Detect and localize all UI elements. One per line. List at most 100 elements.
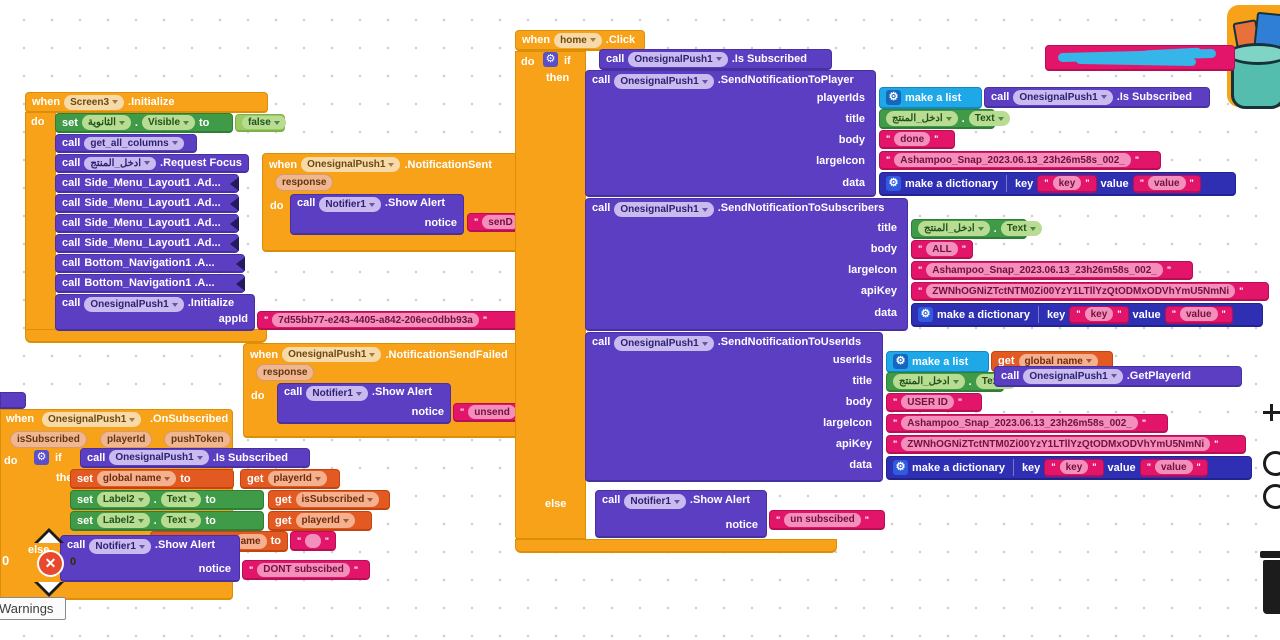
error-icon[interactable]: ✕	[37, 550, 64, 577]
variable-dropdown[interactable]: playerId	[267, 471, 327, 486]
text-value[interactable]: key	[1059, 460, 1089, 474]
text-block-key[interactable]: " key "	[1044, 458, 1104, 477]
getter-title-text-block[interactable]: ادخل_المنتج . Text	[911, 219, 1042, 239]
property-dropdown[interactable]: Text	[160, 492, 202, 507]
component-dropdown[interactable]: ادخل_المنتج	[886, 111, 958, 126]
make-a-list-block[interactable]: ⚙ make a list	[879, 87, 982, 109]
set-label2-text-block[interactable]: set Label2 . Text to	[70, 511, 264, 531]
property-dropdown[interactable]: Text	[160, 513, 202, 528]
getter-title-text-block[interactable]: ادخل_المنتج . Text	[886, 372, 1017, 392]
call-is-subscribed-block[interactable]: call OnesignalPush1 .Is Subscribed	[80, 448, 310, 468]
mutator-gear-icon[interactable]: ⚙	[893, 354, 908, 369]
text-block-un-subscibed[interactable]: " un subscibed "	[769, 510, 885, 530]
component-dropdown[interactable]: OnesignalPush1	[614, 74, 714, 89]
recenter-icon[interactable]	[1263, 404, 1280, 421]
call-show-alert-block[interactable]: call Notifier1 .Show Alert notice	[60, 535, 240, 582]
variable-dropdown[interactable]: isSubscribed	[295, 492, 380, 507]
property-dropdown[interactable]: Text	[1000, 221, 1042, 236]
text-value[interactable]: unsend	[468, 405, 516, 419]
component-dropdown[interactable]: Notifier1	[89, 539, 151, 554]
text-block-value[interactable]: " value "	[1164, 305, 1233, 324]
text-block-done[interactable]: " done "	[879, 130, 955, 149]
event-param-response[interactable]: response	[256, 364, 315, 381]
event-param-response[interactable]: response	[275, 174, 334, 191]
text-value[interactable]: value	[1154, 460, 1193, 474]
redacted-block[interactable]	[1045, 45, 1235, 71]
component-dropdown[interactable]: OnesignalPush1	[282, 347, 382, 362]
call-show-alert-block[interactable]: call Notifier1 .Show Alert notice	[277, 383, 451, 424]
text-block-value[interactable]: " value "	[1139, 458, 1208, 477]
call-show-alert-block[interactable]: call Notifier1 .Show Alert notice	[290, 194, 464, 235]
component-dropdown[interactable]: ادخل_المنتج	[918, 221, 990, 236]
mutator-gear-icon[interactable]: ⚙	[543, 52, 558, 67]
clipped-block-fragment[interactable]	[0, 392, 26, 409]
variable-dropdown[interactable]: playerId	[295, 513, 355, 528]
component-dropdown[interactable]: Label2	[96, 513, 150, 528]
call-bottom-nav-block[interactable]: call Bottom_Navigation1 .A...	[55, 254, 245, 273]
component-dropdown[interactable]: OnesignalPush1	[1023, 368, 1123, 384]
property-dropdown[interactable]: Visible	[141, 115, 196, 130]
text-block-key[interactable]: " key "	[1069, 305, 1129, 324]
getter-title-text-block[interactable]: ادخل_المنتج . Text	[879, 109, 1010, 129]
variable-dropdown[interactable]: global name	[1018, 353, 1098, 369]
text-value[interactable]: senD	[482, 215, 519, 229]
make-a-dictionary-block[interactable]: ⚙ make a dictionary key " key " value " …	[886, 456, 1252, 480]
warnings-button[interactable]: Warnings	[0, 597, 67, 620]
text-block-largeicon[interactable]: " Ashampoo_Snap_2023.06.13_23h26m58s_002…	[911, 261, 1193, 280]
component-dropdown[interactable]: home	[554, 32, 602, 48]
text-value[interactable]	[305, 533, 321, 548]
call-side-menu-block[interactable]: call Side_Menu_Layout1 .Ad...	[55, 174, 239, 193]
call-side-menu-block[interactable]: call Side_Menu_Layout1 .Ad...	[55, 194, 239, 213]
text-block-apikey[interactable]: " ZWNhOGNiZTctNTM0Zi00YzY1LTllYzQtODMxOD…	[886, 435, 1246, 454]
text-value[interactable]: Ashampoo_Snap_2023.06.13_23h26m58s_002_	[894, 153, 1131, 167]
text-block-dont-subscibed[interactable]: " DONT subscibed "	[242, 560, 370, 580]
text-block-key[interactable]: " key "	[1037, 174, 1097, 193]
text-value[interactable]: USER ID	[901, 395, 954, 409]
text-block-largeicon[interactable]: " Ashampoo_Snap_2023.06.13_23h26m58s_002…	[886, 414, 1168, 433]
call-bottom-nav-block[interactable]: call Bottom_Navigation1 .A...	[55, 274, 245, 293]
mutator-gear-icon[interactable]: ⚙	[893, 460, 908, 475]
component-dropdown[interactable]: Screen3	[64, 94, 125, 110]
call-send-notification-to-userids[interactable]: call OnesignalPush1 .SendNotificationToU…	[585, 332, 883, 482]
zoom-in-button[interactable]	[1263, 451, 1280, 476]
call-getplayerid-block[interactable]: call OnesignalPush1 .GetPlayerId	[994, 366, 1242, 387]
zoom-out-button[interactable]	[1263, 484, 1280, 509]
component-dropdown[interactable]: OnesignalPush1	[109, 450, 209, 465]
text-value[interactable]: ZWNhOGNiZTctNTM0Zi00YzY1LTllYzQtODMxODVh…	[901, 437, 1211, 451]
component-dropdown[interactable]: OnesignalPush1	[84, 297, 184, 312]
text-value[interactable]: ALL	[926, 242, 958, 256]
event-param-pushtoken[interactable]: pushToken	[164, 431, 231, 448]
event-param-playerid[interactable]: playerId	[100, 431, 153, 448]
component-dropdown[interactable]: Notifier1	[624, 494, 686, 509]
text-block-unsend[interactable]: " unsend "	[453, 403, 527, 422]
event-param-issubscribed[interactable]: isSubscribed	[10, 431, 87, 448]
text-value[interactable]: key	[1052, 176, 1082, 190]
component-dropdown[interactable]: OnesignalPush1	[301, 157, 401, 172]
make-a-dictionary-block[interactable]: ⚙ make a dictionary key " key " value " …	[911, 303, 1263, 327]
variable-name-fragment[interactable]: ame	[234, 533, 267, 549]
text-block-all[interactable]: " ALL "	[911, 240, 973, 259]
event-block-screen3-initialize[interactable]: when Screen3 .Initialize	[25, 92, 268, 113]
call-request-focus-block[interactable]: call ادخل_المنتج .Request Focus	[55, 154, 249, 173]
text-value[interactable]: DONT subscibed	[257, 562, 350, 577]
event-block-home-click[interactable]: when home .Click	[515, 30, 645, 51]
component-dropdown[interactable]: OnesignalPush1	[628, 51, 728, 67]
empty-text-block[interactable]: " "	[290, 531, 336, 551]
mutator-gear-icon[interactable]: ⚙	[886, 176, 901, 191]
component-dropdown[interactable]: OnesignalPush1	[614, 202, 714, 217]
component-dropdown[interactable]: OnesignalPush1	[42, 412, 142, 427]
event-block-body[interactable]	[515, 51, 586, 540]
mutator-gear-icon[interactable]: ⚙	[34, 450, 49, 465]
component-dropdown[interactable]: OnesignalPush1	[614, 336, 714, 351]
component-dropdown[interactable]: Label2	[96, 492, 150, 507]
call-show-alert-block[interactable]: call Notifier1 .Show Alert notice	[595, 490, 767, 538]
get-playerid-block[interactable]: get playerId	[240, 469, 340, 489]
set-global-name-block[interactable]: set global name to	[70, 469, 234, 489]
set-visible-block[interactable]: set الثانوية . Visible to	[55, 113, 233, 133]
call-onesignal-initialize-block[interactable]: call OnesignalPush1 .Initialize appId	[55, 294, 255, 331]
event-block-foot[interactable]	[25, 329, 267, 343]
set-label2-text-block[interactable]: set Label2 . Text to	[70, 490, 264, 510]
event-block-body[interactable]	[25, 112, 56, 332]
mutator-gear-icon[interactable]: ⚙	[886, 90, 901, 105]
make-a-dictionary-block[interactable]: ⚙ make a dictionary key " key " value " …	[879, 172, 1236, 196]
